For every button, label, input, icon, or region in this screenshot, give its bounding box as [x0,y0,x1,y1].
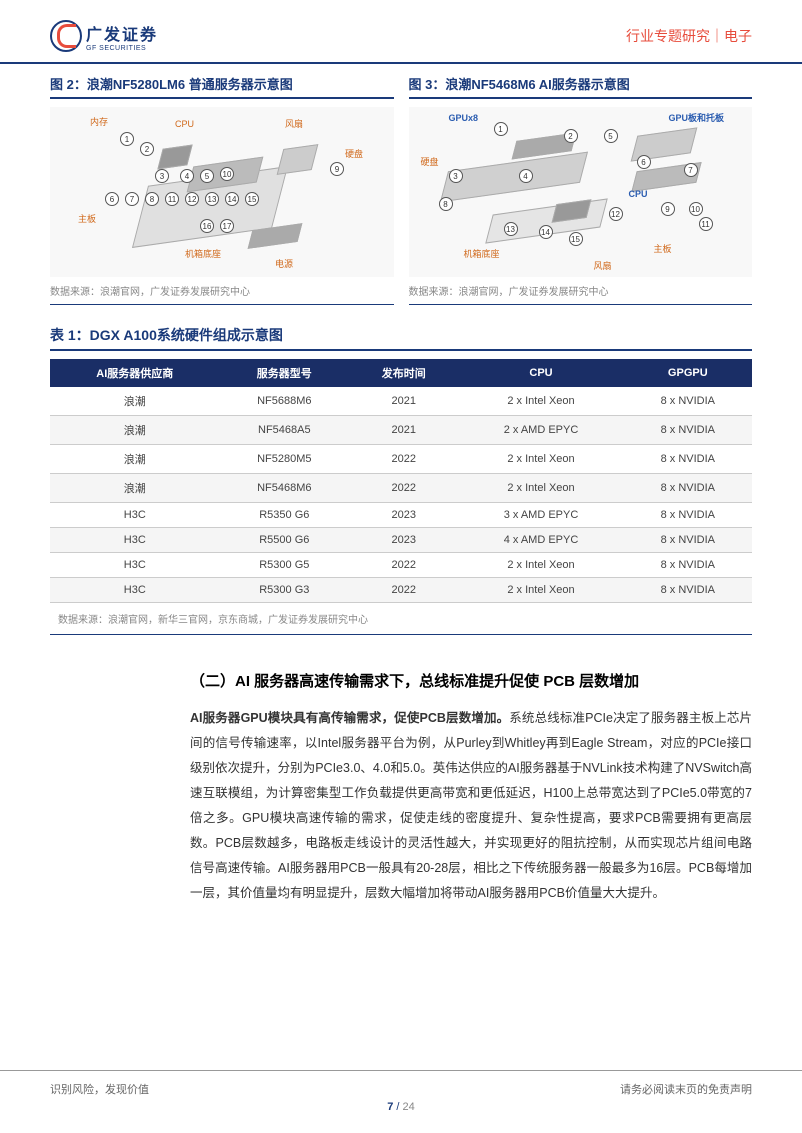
table-cell: 8 x NVIDIA [624,387,752,416]
footer-left: 识别风险，发现价值 [50,1081,149,1097]
header-category: 行业专题研究｜电子 [626,26,752,46]
table-cell: 2022 [349,578,458,603]
table-cell: NF5280M5 [220,445,349,474]
logo-icon [50,20,82,52]
figure-3-diagram: GPUx8 GPU板和托板 硬盘 CPU 机箱底座 主板 风扇 1 2 3 4 … [409,107,753,277]
fig2-label-chassis: 机箱底座 [185,247,221,260]
table-cell: H3C [50,578,220,603]
table-cell: 浪潮 [50,416,220,445]
page-total: 24 [403,1101,415,1113]
fig3-label-gpuboard: GPU板和托板 [669,111,725,124]
table-1: AI服务器供应商 服务器型号 发布时间 CPU GPGPU 浪潮NF5688M6… [50,359,752,603]
table-row: H3CR5300 G320222 x Intel Xeon8 x NVIDIA [50,578,752,603]
fig3-label-cpu: CPU [629,189,648,199]
table-col-2: 发布时间 [349,359,458,387]
fig2-label-disk: 硬盘 [345,147,363,160]
table-1-source: 数据来源：浪潮官网，新华三官网，京东商城，广发证券发展研究中心 [50,603,752,635]
table-cell: R5500 G6 [220,528,349,553]
body-paragraph: AI服务器GPU模块具有高传输需求，促使PCB层数增加。系统总线标准PCIe决定… [0,706,802,906]
table-1-title: 表 1：DGX A100系统硬件组成示意图 [50,325,752,351]
figure-2: 图 2：浪潮NF5280LM6 普通服务器示意图 内存 CPU 风扇 硬盘 主板… [50,74,394,305]
table-cell: 3 x AMD EPYC [458,503,623,528]
page-number: 7 / 24 [50,1101,752,1113]
section-heading: （二）AI 服务器高速传输需求下，总线标准提升促使 PCB 层数增加 [0,635,802,706]
table-row: H3CR5350 G620233 x AMD EPYC8 x NVIDIA [50,503,752,528]
figures-row: 图 2：浪潮NF5280LM6 普通服务器示意图 内存 CPU 风扇 硬盘 主板… [0,64,802,305]
table-cell: NF5468A5 [220,416,349,445]
figure-2-source: 数据来源：浪潮官网，广发证券发展研究中心 [50,277,394,305]
table-cell: 8 x NVIDIA [624,503,752,528]
table-cell: 8 x NVIDIA [624,474,752,503]
body-rest: 系统总线标准PCIe决定了服务器主板上芯片间的信号传输速率，以Intel服务器平… [190,711,752,900]
table-cell: 2 x Intel Xeon [458,387,623,416]
fig3-label-mainboard: 主板 [654,242,672,255]
table-cell: 2022 [349,553,458,578]
page-footer: 识别风险，发现价值 请务必阅读末页的免责声明 7 / 24 [0,1070,802,1133]
table-cell: 2 x AMD EPYC [458,416,623,445]
table-cell: 8 x NVIDIA [624,578,752,603]
figure-3: 图 3：浪潮NF5468M6 AI服务器示意图 GPUx8 GPU板和托板 硬盘… [409,74,753,305]
table-cell: 2 x Intel Xeon [458,445,623,474]
table-cell: 8 x NVIDIA [624,445,752,474]
table-cell: 2021 [349,387,458,416]
body-bold-lead: AI服务器GPU模块具有高传输需求，促使PCB层数增加。 [190,711,509,725]
figure-2-title: 图 2：浪潮NF5280LM6 普通服务器示意图 [50,74,394,99]
table-cell: 2 x Intel Xeon [458,578,623,603]
fig2-label-mainboard: 主板 [78,212,96,225]
table-cell: 浪潮 [50,474,220,503]
table-cell: 浪潮 [50,387,220,416]
table-cell: H3C [50,503,220,528]
figure-2-diagram: 内存 CPU 风扇 硬盘 主板 机箱底座 电源 1 2 3 4 5 6 7 8 … [50,107,394,277]
fig2-label-memory: 内存 [90,115,108,128]
figure-3-title: 图 3：浪潮NF5468M6 AI服务器示意图 [409,74,753,99]
logo-en-text: GF SECURITIES [86,45,158,52]
table-cell: 2023 [349,503,458,528]
table-cell: NF5688M6 [220,387,349,416]
table-cell: NF5468M6 [220,474,349,503]
fig3-label-gpux8: GPUx8 [449,113,479,123]
figure-3-source: 数据来源：浪潮官网，广发证券发展研究中心 [409,277,753,305]
table-header-row: AI服务器供应商 服务器型号 发布时间 CPU GPGPU [50,359,752,387]
logo-cn-text: 广发证券 [86,21,158,45]
fig2-label-power: 电源 [275,257,293,270]
table-col-0: AI服务器供应商 [50,359,220,387]
table-cell: 8 x NVIDIA [624,528,752,553]
table-cell: 2021 [349,416,458,445]
fig2-label-cpu: CPU [175,119,194,129]
fig3-label-chassis: 机箱底座 [464,247,500,260]
table-cell: 8 x NVIDIA [624,416,752,445]
logo: 广发证券 GF SECURITIES [50,20,158,52]
table-cell: 2022 [349,474,458,503]
table-cell: 2 x Intel Xeon [458,553,623,578]
table-cell: 4 x AMD EPYC [458,528,623,553]
table-cell: 2022 [349,445,458,474]
footer-right: 请务必阅读末页的免责声明 [620,1081,752,1097]
table-row: H3CR5500 G620234 x AMD EPYC8 x NVIDIA [50,528,752,553]
table-cell: H3C [50,528,220,553]
table-cell: 8 x NVIDIA [624,553,752,578]
table-row: H3CR5300 G520222 x Intel Xeon8 x NVIDIA [50,553,752,578]
table-cell: H3C [50,553,220,578]
table-row: 浪潮NF5468M620222 x Intel Xeon8 x NVIDIA [50,474,752,503]
table-cell: 浪潮 [50,445,220,474]
page-header: 广发证券 GF SECURITIES 行业专题研究｜电子 [0,0,802,64]
table-col-4: GPGPU [624,359,752,387]
table-row: 浪潮NF5280M520222 x Intel Xeon8 x NVIDIA [50,445,752,474]
fig3-label-disk: 硬盘 [421,155,439,168]
table-col-1: 服务器型号 [220,359,349,387]
table-cell: R5300 G3 [220,578,349,603]
table-col-3: CPU [458,359,623,387]
table-cell: 2 x Intel Xeon [458,474,623,503]
fig2-label-fan: 风扇 [285,117,303,130]
table-cell: R5300 G5 [220,553,349,578]
fig3-label-fan: 风扇 [594,259,612,272]
table-row: 浪潮NF5468A520212 x AMD EPYC8 x NVIDIA [50,416,752,445]
table-row: 浪潮NF5688M620212 x Intel Xeon8 x NVIDIA [50,387,752,416]
table-cell: 2023 [349,528,458,553]
page-current: 7 [387,1101,393,1113]
table-cell: R5350 G6 [220,503,349,528]
